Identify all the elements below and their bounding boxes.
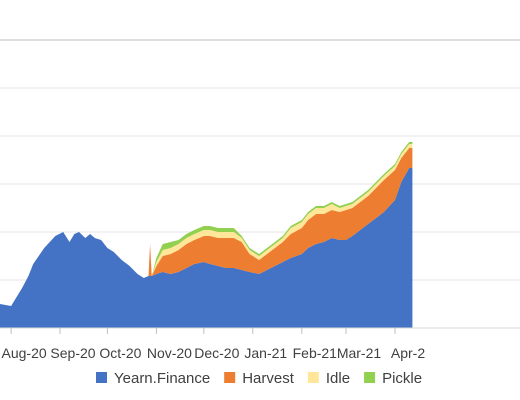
legend-label: Idle xyxy=(326,370,350,387)
legend: Yearn.Finance Harvest Idle Pickle xyxy=(96,370,422,387)
area-harvest xyxy=(0,148,413,306)
x-axis: Aug-20 Sep-20 Oct-20 Nov-20 Dec-20 Jan-21 Feb-… xyxy=(2,328,425,361)
legend-label: Pickle xyxy=(382,370,422,387)
legend-label: Yearn.Finance xyxy=(114,370,210,387)
x-tick-label: Dec-20 xyxy=(194,345,239,361)
x-tick-label: Aug-20 xyxy=(2,345,47,361)
legend-label: Harvest xyxy=(242,370,295,387)
area-yearn-finance xyxy=(0,168,413,328)
x-tick-label: Mar-21 xyxy=(337,345,382,361)
legend-swatch xyxy=(307,372,319,383)
x-tick-label: Apr-2 xyxy=(391,345,425,361)
area-series xyxy=(0,142,413,328)
legend-swatch xyxy=(96,372,107,383)
legend-swatch xyxy=(224,372,236,383)
x-tick-label: Nov-20 xyxy=(147,345,192,361)
x-tick-label: Feb-21 xyxy=(293,345,338,361)
x-tick-label: Oct-20 xyxy=(99,345,141,361)
legend-swatch xyxy=(364,372,376,383)
x-tick-label: Sep-20 xyxy=(50,345,95,361)
x-tick-label: Jan-21 xyxy=(244,345,287,361)
gridlines xyxy=(0,39,520,281)
